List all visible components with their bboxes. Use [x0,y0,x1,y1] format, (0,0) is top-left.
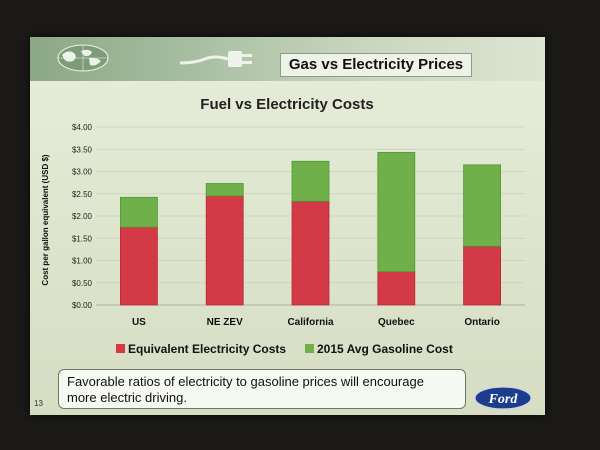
note-box: Favorable ratios of electricity to gasol… [58,369,466,409]
bar-electricity-quebec [377,271,416,306]
slide-title: Gas vs Electricity Prices [280,53,472,77]
page-number: 13 [34,399,43,408]
y-tick-label: $3.00 [72,168,93,177]
y-tick-label: $0.00 [72,301,93,310]
bar-electricity-us [120,226,158,306]
x-category-label: Ontario [464,317,500,328]
header-banner: Gas vs Electricity Prices [30,37,545,81]
x-category-label: Quebec [378,317,415,328]
bar-electricity-ontario [463,245,502,306]
svg-text:Ford: Ford [488,392,519,407]
bars [120,151,502,306]
x-category-label: US [132,317,146,328]
globe-icon [57,44,109,72]
chart: Fuel vs Electricity Costs Cost per gallo… [41,96,525,356]
bar-gasoline-us [120,196,158,228]
x-axis-labels: US NE ZEV California Quebec Ontario [132,317,500,328]
bar-electricity-california [291,200,330,306]
y-tick-label: $3.50 [72,145,93,154]
slide: Gas vs Electricity Prices Fuel vs Electr… [30,37,545,415]
y-tick-label: $2.00 [72,212,93,221]
bar-gasoline-california [291,160,330,202]
x-category-label: California [287,317,334,328]
x-category-label: NE ZEV [207,317,243,328]
y-tick-label: $4.00 [72,123,93,132]
legend-swatch-electricity [116,344,125,353]
y-tick-label: $0.50 [72,279,93,288]
bar-gasoline-ontario [463,164,502,247]
chart-title: Fuel vs Electricity Costs [200,96,373,113]
bar-electricity-ne-zev [205,195,244,306]
y-tick-label: $1.00 [72,257,93,266]
y-tick-label: $2.50 [72,190,93,199]
plug-icon [180,51,252,67]
legend-label-gasoline: 2015 Avg Gasoline Cost [317,342,453,356]
bar-gasoline-quebec [377,151,416,273]
y-tick-label: $1.50 [72,234,93,243]
legend: Equivalent Electricity Costs 2015 Avg Ga… [116,342,453,356]
bar-gasoline-ne-zev [205,183,244,197]
ford-logo: Ford [474,386,532,410]
y-axis-ticks: $0.00 $0.50 $1.00 $1.50 $2.00 $2.50 $3.00 $3.50… [72,123,93,310]
legend-swatch-gasoline [305,344,314,353]
y-axis-label: Cost per gallon equivalent (USD $) [41,154,50,285]
legend-label-electricity: Equivalent Electricity Costs [128,342,286,356]
